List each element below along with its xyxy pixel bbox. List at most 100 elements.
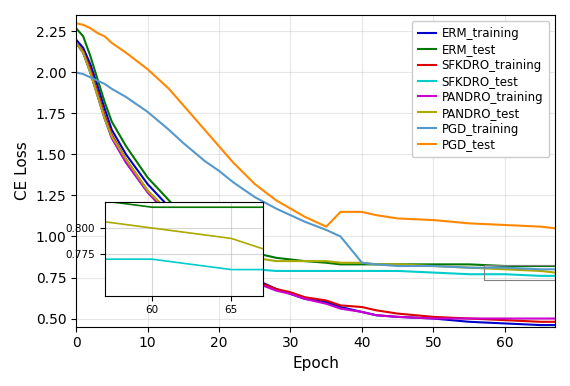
Line: SFKDRO_training: SFKDRO_training (76, 43, 555, 322)
PANDRO_test (94, 93, 101, 98)
PGD_test (337, 210, 344, 214)
PGD_training (373, 262, 380, 267)
ERM_training (359, 310, 365, 314)
SFKDRO_test (538, 274, 544, 278)
ERM_training (108, 127, 115, 132)
ERM_training (165, 205, 172, 209)
SFKDRO_training (552, 320, 559, 324)
PANDRO_training (215, 257, 222, 262)
SFKDRO_training (337, 303, 344, 308)
ERM_training (323, 300, 329, 305)
PANDRO_test (108, 134, 115, 139)
SFKDRO_training (165, 210, 172, 214)
ERM_training (230, 264, 237, 268)
X-axis label: Epoch: Epoch (292, 356, 339, 371)
PANDRO_training (94, 93, 101, 98)
PANDRO_test (87, 70, 93, 75)
ERM_test (373, 262, 380, 267)
PGD_training (302, 219, 308, 224)
PGD_test (201, 127, 208, 132)
ERM_test (323, 261, 329, 265)
PGD_training (144, 110, 151, 114)
SFKDRO_training (394, 311, 401, 316)
ERM_training (180, 221, 187, 226)
ERM_training (502, 321, 508, 326)
SFKDRO_test (430, 270, 437, 275)
SFKDRO_training (94, 90, 101, 95)
ERM_training (552, 323, 559, 327)
PANDRO_test (287, 259, 294, 263)
PGD_training (273, 206, 280, 211)
SFKDRO_test (80, 51, 87, 55)
PANDRO_training (359, 310, 365, 314)
PANDRO_training (201, 247, 208, 252)
PGD_test (502, 223, 508, 227)
SFKDRO_training (101, 113, 108, 117)
SFKDRO_test (273, 269, 280, 273)
PGD_test (123, 51, 129, 55)
PGD_training (80, 72, 87, 76)
ERM_training (273, 287, 280, 291)
PGD_training (323, 228, 329, 232)
PGD_training (94, 78, 101, 83)
PANDRO_training (538, 316, 544, 321)
PANDRO_training (337, 306, 344, 311)
ERM_test (94, 77, 101, 81)
ERM_test (144, 175, 151, 180)
ERM_training (287, 291, 294, 296)
ERM_training (80, 46, 87, 50)
PANDRO_training (108, 136, 115, 141)
ERM_test (337, 262, 344, 267)
PANDRO_test (123, 157, 129, 162)
SFKDRO_test (108, 136, 115, 141)
PANDRO_test (373, 262, 380, 267)
PANDRO_test (230, 251, 237, 255)
SFKDRO_training (251, 278, 258, 283)
SFKDRO_test (323, 269, 329, 273)
SFKDRO_training (502, 318, 508, 322)
PGD_test (87, 26, 93, 30)
SFKDRO_test (72, 41, 79, 45)
PGD_test (165, 86, 172, 91)
SFKDRO_test (502, 272, 508, 276)
PGD_test (108, 41, 115, 45)
ERM_test (502, 264, 508, 268)
PGD_training (101, 81, 108, 86)
SFKDRO_training (273, 287, 280, 291)
PANDRO_test (165, 210, 172, 214)
ERM_test (273, 256, 280, 260)
ERM_test (215, 241, 222, 245)
PGD_training (180, 141, 187, 145)
PGD_test (273, 198, 280, 203)
ERM_test (287, 257, 294, 262)
PGD_training (502, 265, 508, 270)
ERM_test (394, 262, 401, 267)
PANDRO_training (302, 296, 308, 301)
PGD_training (72, 70, 79, 75)
SFKDRO_test (87, 70, 93, 75)
PGD_test (323, 224, 329, 229)
SFKDRO_training (373, 308, 380, 313)
PGD_test (302, 215, 308, 219)
SFKDRO_training (430, 315, 437, 319)
PGD_test (359, 210, 365, 214)
ERM_training (72, 37, 79, 42)
ERM_training (394, 315, 401, 319)
Line: ERM_test: ERM_test (76, 28, 555, 266)
PANDRO_test (337, 261, 344, 265)
ERM_training (251, 277, 258, 281)
PGD_training (215, 169, 222, 173)
ERM_test (72, 26, 79, 30)
PGD_training (230, 180, 237, 185)
PGD_test (538, 224, 544, 229)
ERM_training (101, 106, 108, 111)
ERM_test (87, 54, 93, 58)
PGD_test (144, 67, 151, 71)
ERM_test (430, 262, 437, 267)
SFKDRO_training (538, 320, 544, 324)
Legend: ERM_training, ERM_test, SFKDRO_training, SFKDRO_test, PANDRO_training, PANDRO_te: ERM_training, ERM_test, SFKDRO_training,… (412, 21, 549, 157)
ERM_test (552, 264, 559, 268)
Bar (483, 265, 555, 280)
PANDRO_training (394, 315, 401, 319)
ERM_test (123, 144, 129, 149)
